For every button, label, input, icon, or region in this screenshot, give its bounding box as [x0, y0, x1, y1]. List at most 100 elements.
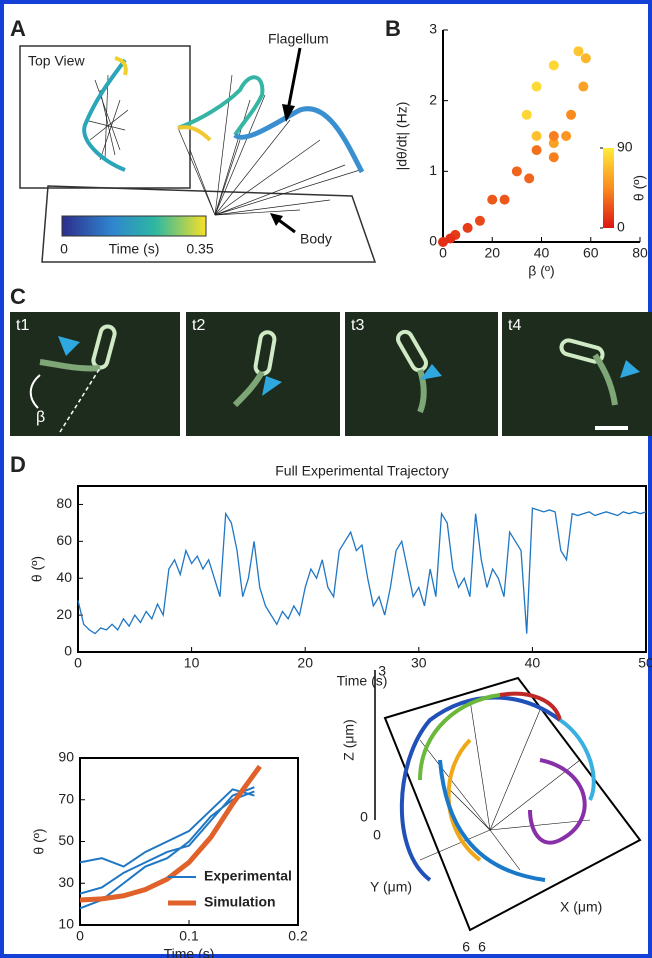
y-tick-label: 70 [58, 790, 74, 806]
tick-label: 3 [378, 663, 386, 679]
body-label: Body [300, 231, 332, 247]
trajectories [399, 691, 596, 882]
y-tick-label: 3 [429, 21, 437, 37]
x-tick-label: 30 [411, 655, 427, 671]
x-tick-label: 40 [534, 245, 550, 261]
point [531, 145, 542, 156]
point [521, 109, 532, 120]
body-plane [41, 185, 377, 263]
y-tick-label: 0 [429, 233, 437, 249]
box [383, 676, 642, 932]
colorbar [603, 148, 614, 228]
point [548, 152, 559, 163]
y-tick-label: 40 [56, 569, 72, 585]
point [487, 194, 498, 205]
angle-label: β [36, 409, 45, 426]
panel-c: t1 t2 t3 t4 β [10, 312, 652, 436]
arrow-head [282, 104, 295, 122]
y-axis-label: θ (º) [29, 556, 45, 582]
y-tick-label: 0 [64, 643, 72, 659]
panel-label: C [10, 284, 26, 309]
tick-label: 6 [462, 939, 470, 955]
cells [39, 324, 618, 414]
x-axis-label: Time (s) [164, 946, 215, 958]
y-tick-label: 30 [58, 874, 74, 890]
legend-label: Experimental [204, 868, 292, 884]
frame-label: t2 [192, 317, 205, 334]
x-tick-label: 80 [632, 245, 648, 261]
x-tick-label: 10 [184, 655, 200, 671]
x-tick-label: 20 [484, 245, 500, 261]
y-axis-label: θ (º) [31, 828, 47, 854]
y-tick-label: 10 [58, 916, 74, 932]
point [548, 60, 559, 71]
x-tick-label: 0 [74, 655, 82, 671]
point [548, 131, 559, 141]
point [566, 109, 577, 120]
x-tick-label: 20 [297, 655, 313, 671]
series-line [79, 786, 255, 910]
panel-label: D [10, 452, 26, 477]
point [524, 173, 535, 184]
y-tick-label: 90 [58, 749, 74, 765]
colorbar-tick-label: 0.35 [186, 241, 213, 257]
x-axis-label: β (º) [528, 263, 554, 279]
point [548, 138, 559, 149]
point [474, 215, 485, 226]
x-tick-label: 0.1 [179, 928, 199, 944]
point [445, 233, 456, 244]
panel-a: Top View Flagellum Body 0 0.35 Time (s) [19, 31, 377, 263]
colorbar-tick-label: 0 [60, 241, 68, 257]
point [561, 131, 572, 141]
x-tick-label: 0 [439, 245, 447, 261]
y-tick-label: 80 [56, 495, 72, 511]
tick-label: 0 [360, 809, 368, 825]
inset-flagellum [114, 56, 128, 76]
rods [177, 74, 361, 216]
series-line [77, 507, 647, 635]
x-label: X (μm) [560, 899, 602, 915]
panel-label: B [385, 16, 401, 41]
frame-label: t1 [16, 317, 29, 334]
x-tick-label: 60 [583, 245, 599, 261]
flagellum [177, 75, 265, 137]
micrograph [10, 312, 180, 436]
colorbar-label: θ (º) [631, 175, 647, 201]
point [573, 46, 584, 57]
flagellum [233, 106, 365, 174]
frame-label: t3 [351, 317, 364, 334]
point [499, 194, 510, 205]
rods [419, 699, 591, 871]
flagellum [177, 125, 212, 142]
x-tick-label: 0 [76, 928, 84, 944]
point [462, 222, 473, 233]
y-tick-label: 2 [429, 91, 437, 107]
x-tick-label: 50 [638, 655, 652, 671]
y-tick-label: 20 [56, 606, 72, 622]
panel-d-3d: Z (μm) 3 0 0 6 6 Y (μm) X (μm) [341, 663, 642, 955]
inset-rods [84, 74, 129, 161]
colorbar-tick-label: 90 [617, 139, 633, 155]
arrow [286, 47, 302, 111]
y-tick-label: 50 [58, 832, 74, 848]
flagellum-label: Flagellum [268, 31, 329, 47]
y-label: Y (μm) [370, 879, 412, 895]
y-tick-label: 1 [429, 162, 437, 178]
z-label: Z (μm) [341, 719, 357, 761]
tick-label: 6 [478, 939, 486, 955]
tick-label: 0 [373, 827, 381, 843]
colorbar-tick-label: 0 [617, 219, 625, 235]
series-line [79, 764, 262, 903]
plot-frame [77, 485, 647, 653]
inset-title: Top View [28, 53, 85, 69]
inset-flagellum [82, 58, 127, 172]
x-axis-label: Time (s) [337, 673, 388, 689]
time-colorbar [61, 215, 207, 237]
point [531, 81, 542, 92]
panel-label: A [10, 16, 26, 41]
colorbar-label: Time (s) [109, 241, 160, 257]
arrow-head [270, 213, 283, 226]
point [580, 53, 591, 64]
y-tick-label: 60 [56, 532, 72, 548]
